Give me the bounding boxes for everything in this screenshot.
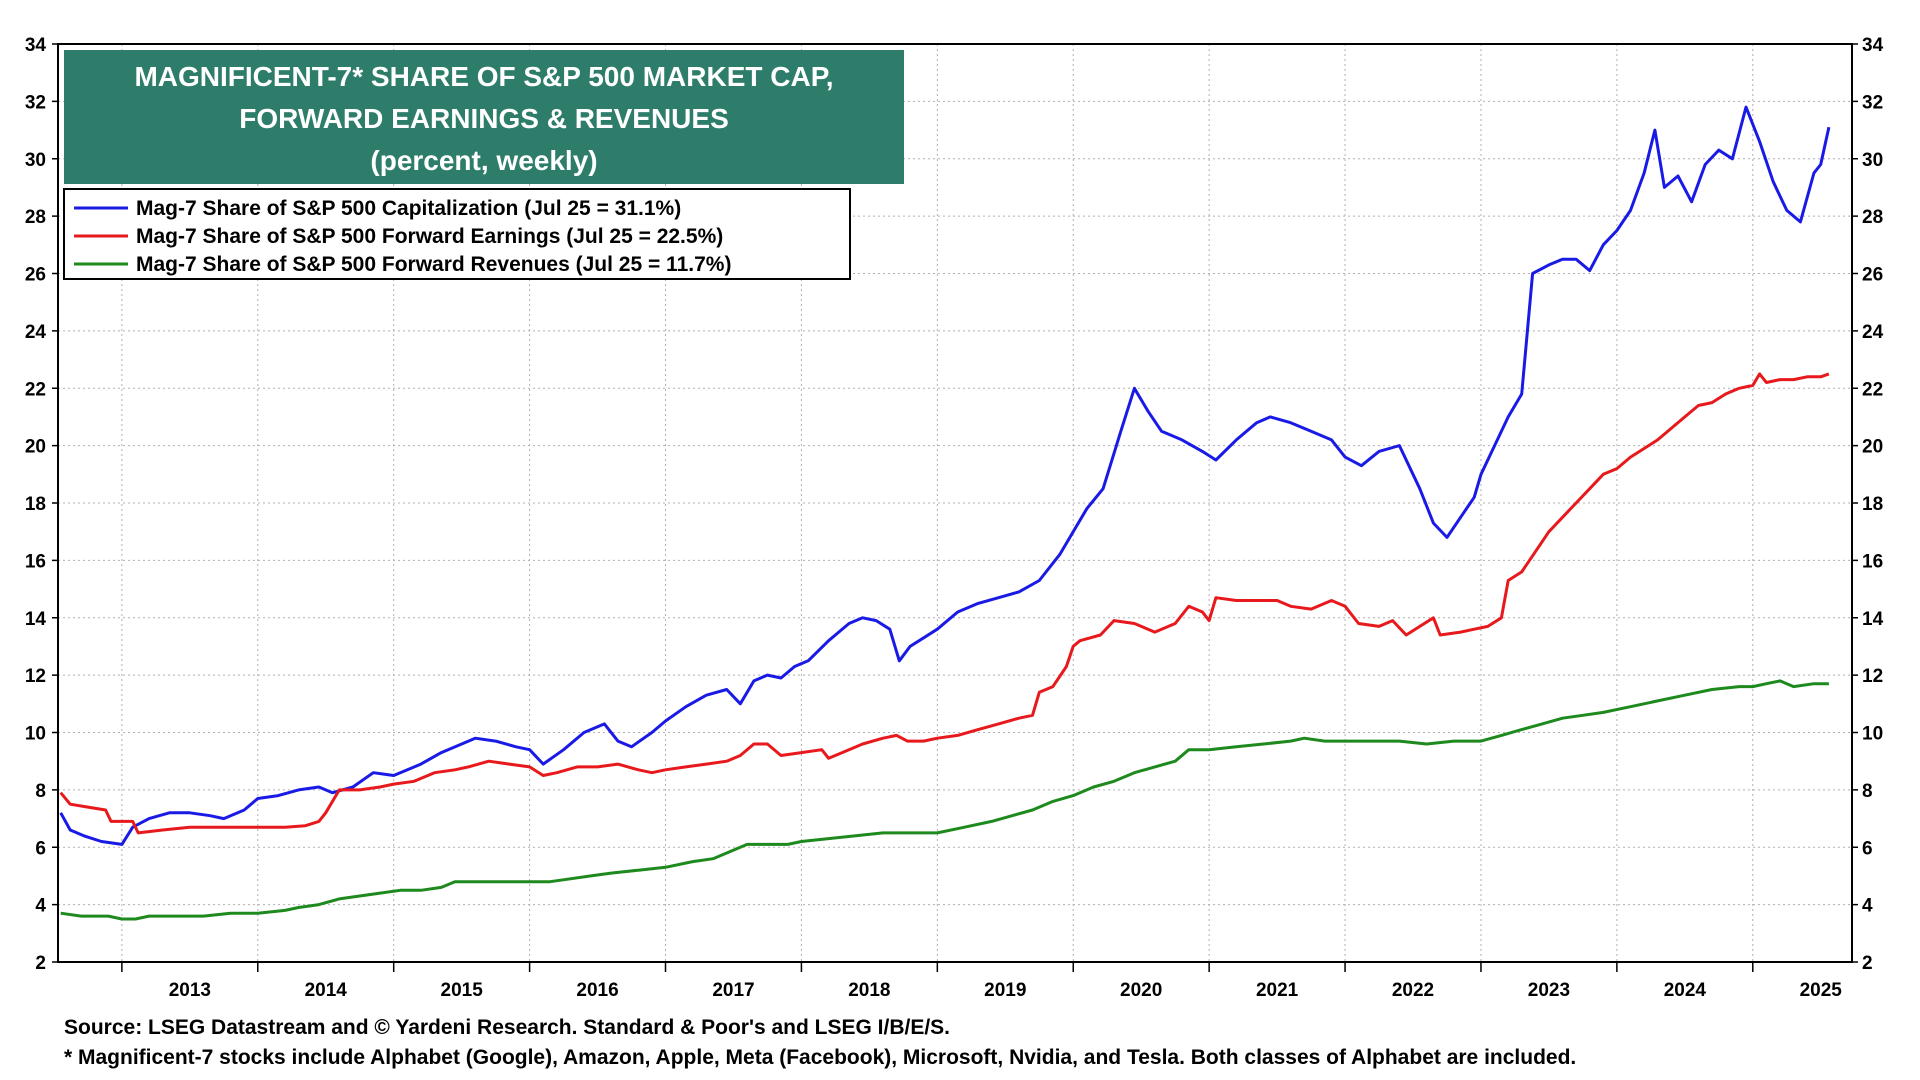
x-tick-label: 2021 <box>1256 980 1299 1001</box>
y-tick-label-right: 28 <box>1862 207 1883 228</box>
y-tick-label-left: 30 <box>25 150 46 171</box>
y-tick-label-right: 30 <box>1862 150 1883 171</box>
y-tick-label-right: 6 <box>1862 838 1873 859</box>
x-tick-label: 2025 <box>1800 980 1843 1001</box>
y-tick-label-right: 32 <box>1862 92 1883 113</box>
y-tick-label-left: 20 <box>25 437 46 458</box>
x-tick-label: 2014 <box>305 980 348 1001</box>
x-tick-label: 2020 <box>1120 980 1162 1001</box>
x-tick-label: 2022 <box>1392 980 1434 1001</box>
y-tick-label-right: 8 <box>1862 781 1873 802</box>
y-tick-label-right: 10 <box>1862 724 1883 745</box>
chart-title-line-2: FORWARD EARNINGS & REVENUES <box>239 103 729 134</box>
x-tick-label: 2015 <box>441 980 484 1001</box>
x-tick-label: 2023 <box>1528 980 1570 1001</box>
y-tick-label-left: 14 <box>25 609 47 630</box>
y-tick-label-left: 12 <box>25 666 46 687</box>
y-tick-label-right: 2 <box>1862 953 1873 974</box>
y-tick-label-left: 2 <box>35 953 46 974</box>
source-note: Source: LSEG Datastream and © Yardeni Re… <box>64 1016 951 1039</box>
y-tick-label-left: 18 <box>25 494 46 515</box>
legend-box <box>63 188 851 280</box>
x-tick-label: 2013 <box>169 980 211 1001</box>
chart-title-line-3: (percent, weekly) <box>370 145 597 176</box>
x-tick-label: 2016 <box>576 980 618 1001</box>
plot-frame <box>57 43 1853 963</box>
y-tick-label-left: 8 <box>35 781 46 802</box>
series-line-2 <box>59 372 1830 835</box>
legend: Mag-7 Share of S&P 500 Capitalization (J… <box>63 188 851 280</box>
y-tick-label-right: 24 <box>1862 322 1884 343</box>
legend-label-2: Mag-7 Share of S&P 500 Forward Earnings … <box>136 225 723 248</box>
x-tick-label: 2017 <box>712 980 754 1001</box>
y-tick-label-right: 26 <box>1862 265 1883 286</box>
footnote: * Magnificent-7 stocks include Alphabet … <box>64 1046 1577 1069</box>
title-box <box>64 50 904 184</box>
x-tick-label: 2019 <box>984 980 1026 1001</box>
y-tick-label-right: 18 <box>1862 494 1883 515</box>
legend-label-3: Mag-7 Share of S&P 500 Forward Revenues … <box>136 253 731 276</box>
y-tick-label-left: 28 <box>25 207 46 228</box>
y-tick-label-left: 16 <box>25 551 46 572</box>
legend-label-1: Mag-7 Share of S&P 500 Capitalization (J… <box>136 197 681 220</box>
y-tick-label-left: 22 <box>25 379 46 400</box>
y-tick-label-right: 20 <box>1862 437 1883 458</box>
y-tick-label-right: 4 <box>1862 896 1873 917</box>
y-tick-label-right: 34 <box>1862 35 1884 56</box>
y-tick-label-right: 14 <box>1862 609 1884 630</box>
y-tick-label-right: 16 <box>1862 551 1883 572</box>
y-tick-label-left: 26 <box>25 265 46 286</box>
y-tick-label-left: 4 <box>35 896 46 917</box>
y-tick-label-left: 24 <box>25 322 47 343</box>
x-tick-label: 2018 <box>848 980 890 1001</box>
y-tick-label-left: 10 <box>25 724 46 745</box>
x-tick-label: 2024 <box>1664 980 1707 1001</box>
y-tick-label-left: 34 <box>25 35 47 56</box>
chart-title-line-1: MAGNIFICENT-7* SHARE OF S&P 500 MARKET C… <box>134 61 833 92</box>
y-tick-label-left: 6 <box>35 838 46 859</box>
series-line-3 <box>60 679 1829 921</box>
y-tick-label-right: 12 <box>1862 666 1883 687</box>
y-tick-label-left: 32 <box>25 92 46 113</box>
y-tick-label-right: 22 <box>1862 379 1883 400</box>
series-line-1 <box>59 105 1831 846</box>
